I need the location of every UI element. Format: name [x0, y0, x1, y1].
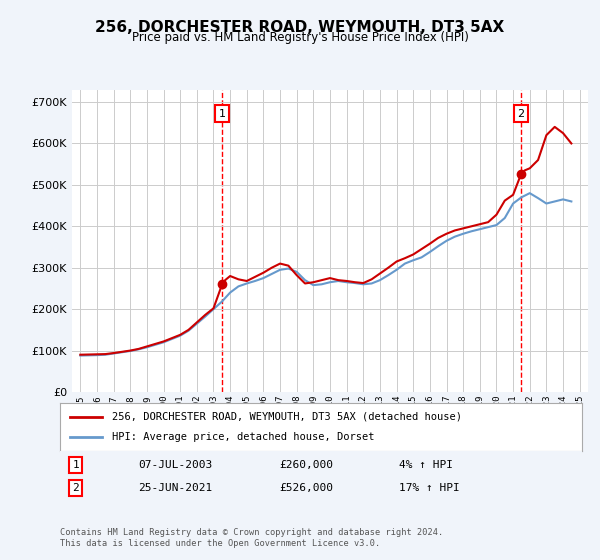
- Text: 25-JUN-2021: 25-JUN-2021: [139, 483, 212, 493]
- Text: £260,000: £260,000: [279, 460, 333, 470]
- Text: £526,000: £526,000: [279, 483, 333, 493]
- Text: 1: 1: [218, 109, 226, 119]
- Text: This data is licensed under the Open Government Licence v3.0.: This data is licensed under the Open Gov…: [60, 539, 380, 548]
- Text: 256, DORCHESTER ROAD, WEYMOUTH, DT3 5AX: 256, DORCHESTER ROAD, WEYMOUTH, DT3 5AX: [95, 20, 505, 35]
- Text: 07-JUL-2003: 07-JUL-2003: [139, 460, 212, 470]
- Text: HPI: Average price, detached house, Dorset: HPI: Average price, detached house, Dors…: [112, 432, 374, 442]
- Text: Contains HM Land Registry data © Crown copyright and database right 2024.: Contains HM Land Registry data © Crown c…: [60, 528, 443, 537]
- Text: 2: 2: [72, 483, 79, 493]
- Text: 2: 2: [518, 109, 524, 119]
- Text: 4% ↑ HPI: 4% ↑ HPI: [400, 460, 454, 470]
- Text: 1: 1: [72, 460, 79, 470]
- Text: 17% ↑ HPI: 17% ↑ HPI: [400, 483, 460, 493]
- Text: Price paid vs. HM Land Registry's House Price Index (HPI): Price paid vs. HM Land Registry's House …: [131, 31, 469, 44]
- Text: 256, DORCHESTER ROAD, WEYMOUTH, DT3 5AX (detached house): 256, DORCHESTER ROAD, WEYMOUTH, DT3 5AX …: [112, 412, 462, 422]
